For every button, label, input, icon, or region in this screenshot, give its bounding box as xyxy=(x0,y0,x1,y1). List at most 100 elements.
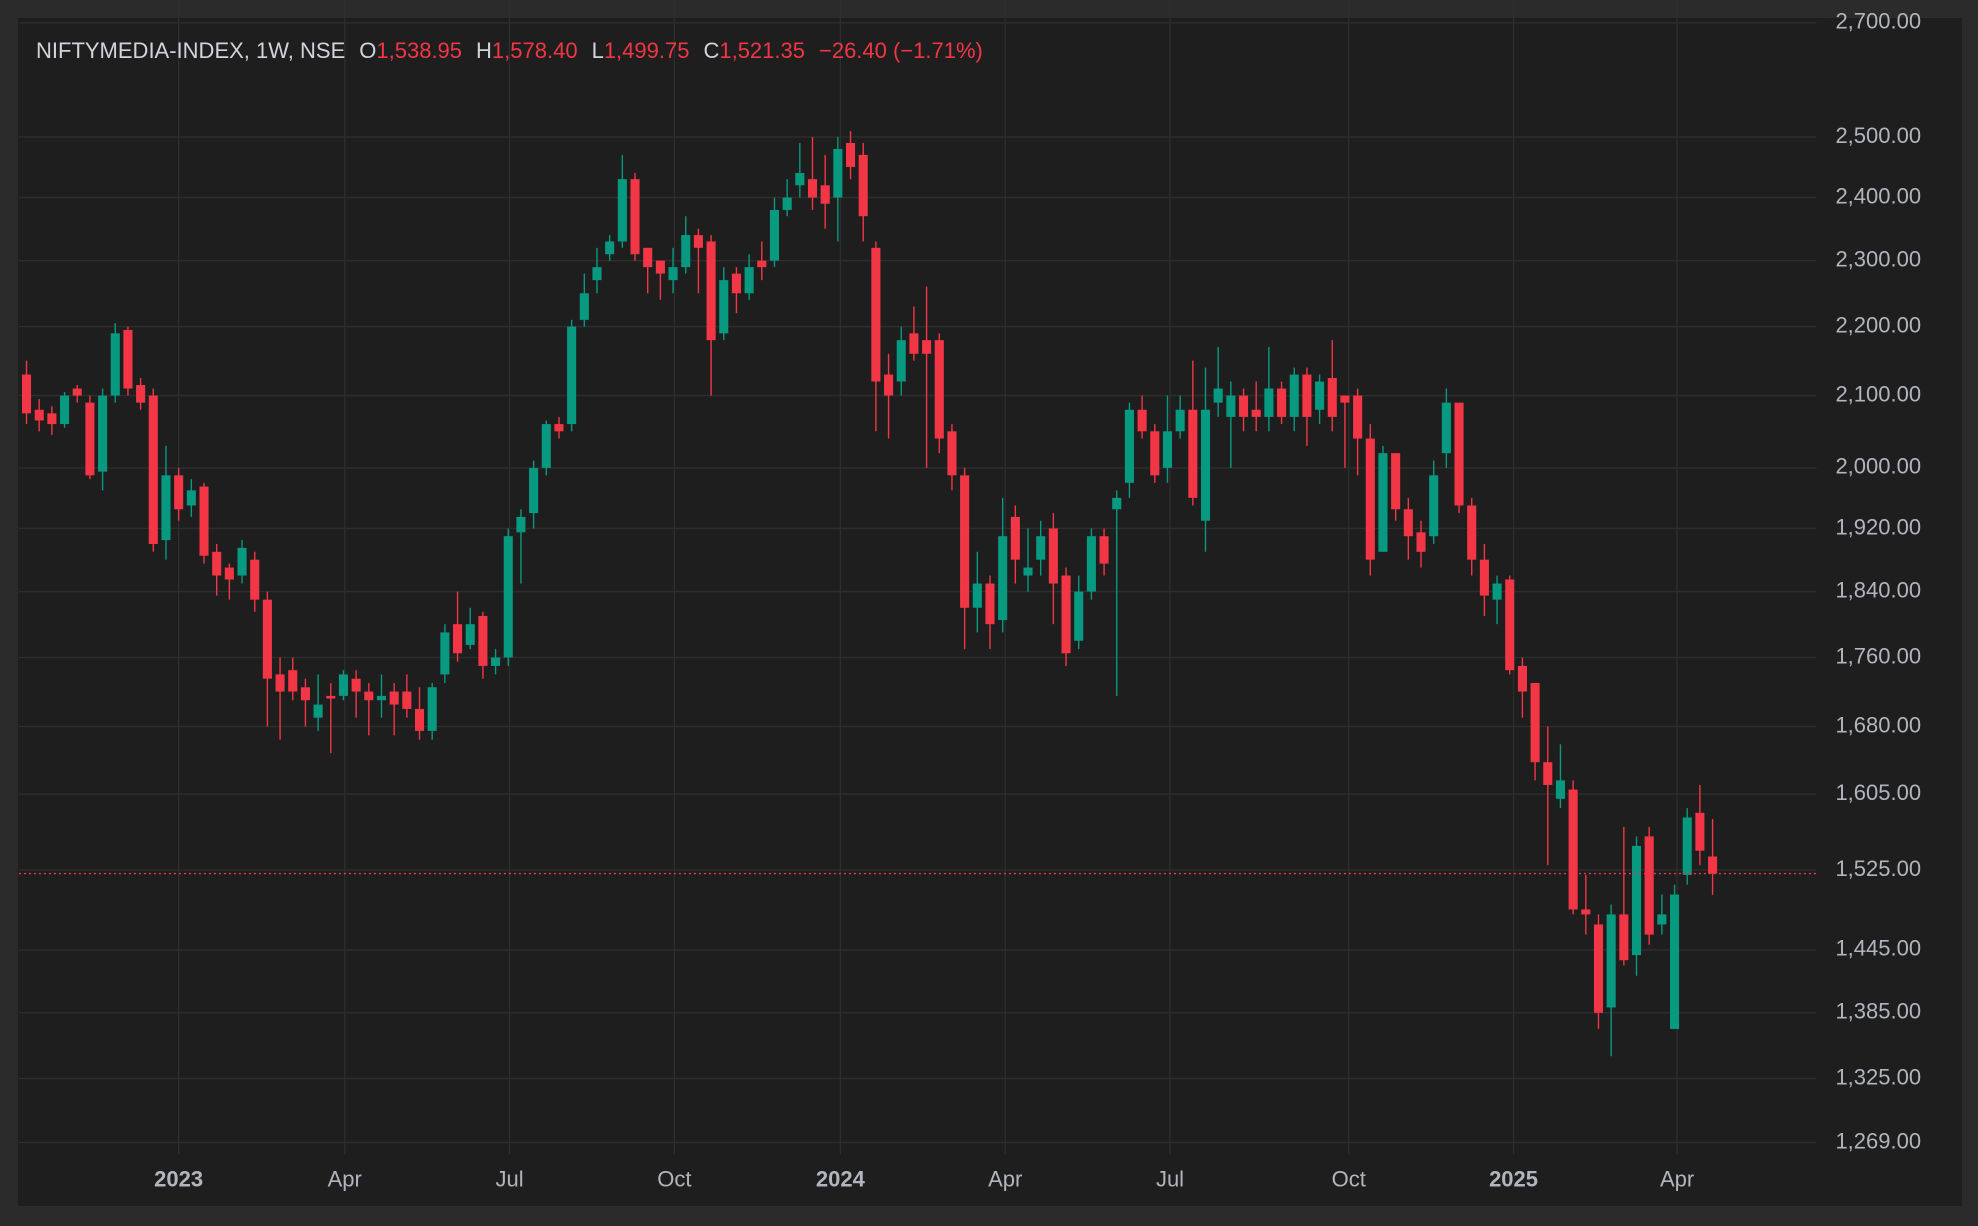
candle-body xyxy=(516,516,526,533)
y-tick-label: 2,000.00 xyxy=(1835,454,1921,479)
candle-body xyxy=(21,374,32,414)
candle-body xyxy=(757,260,767,268)
candle-body xyxy=(98,395,108,472)
x-tick-label: Oct xyxy=(1332,1167,1366,1192)
candle-body xyxy=(744,267,754,294)
candle-body xyxy=(1213,388,1223,403)
candle-body xyxy=(1682,817,1692,875)
candle-body xyxy=(681,235,691,268)
candle-body xyxy=(693,235,703,248)
candle-body xyxy=(1403,509,1413,537)
candle-body xyxy=(503,536,513,658)
y-tick-label: 1,385.00 xyxy=(1835,999,1921,1024)
ohlc-label: L xyxy=(591,38,604,63)
x-tick-label: Apr xyxy=(988,1167,1022,1192)
candle-body xyxy=(896,340,906,382)
candle-body xyxy=(567,326,577,425)
x-tick-label: Jul xyxy=(495,1167,523,1192)
y-tick-label: 1,840.00 xyxy=(1835,577,1921,602)
x-tick-label: Oct xyxy=(657,1167,691,1192)
y-tick-label: 1,920.00 xyxy=(1835,514,1921,539)
candle-body xyxy=(1619,914,1629,961)
candle-body xyxy=(1315,381,1325,410)
candle-body xyxy=(630,179,640,255)
candle-body xyxy=(1644,836,1654,935)
candle-body xyxy=(1302,374,1312,417)
candle-body xyxy=(706,241,716,341)
candle-body xyxy=(1543,762,1553,785)
candle-body xyxy=(579,293,589,320)
candle-body xyxy=(1606,914,1616,1008)
ohlc-value: 1,521.35 xyxy=(719,38,805,63)
y-tick-label: 2,300.00 xyxy=(1835,246,1921,271)
ohlc-value: 1,578.40 xyxy=(491,38,578,63)
candle-body xyxy=(1188,409,1198,498)
candle-body xyxy=(871,247,881,382)
candle-body xyxy=(1631,845,1642,956)
candle-body xyxy=(414,708,425,731)
candle-body xyxy=(136,385,146,403)
candle-body xyxy=(275,674,285,692)
candle-body xyxy=(250,559,260,600)
candle-body xyxy=(554,424,564,432)
x-tick-label: Jul xyxy=(1156,1167,1184,1192)
candle-body xyxy=(1162,431,1173,468)
candle-body xyxy=(972,583,982,608)
candle-body xyxy=(148,395,158,544)
candle-body xyxy=(1251,409,1261,417)
candle-body xyxy=(1340,395,1350,403)
candle-body xyxy=(1200,409,1211,521)
candle-body xyxy=(313,704,323,718)
candle-body xyxy=(47,413,57,425)
candle-body xyxy=(338,674,348,696)
candle-body xyxy=(998,536,1008,621)
y-tick-label: 2,200.00 xyxy=(1835,312,1921,337)
candle-body xyxy=(592,267,602,281)
candle-body xyxy=(643,247,653,268)
candle-body xyxy=(1150,431,1160,476)
candle-body xyxy=(934,340,944,439)
candle-body xyxy=(288,670,298,692)
candle-body xyxy=(1581,909,1591,915)
candle-body xyxy=(123,329,133,389)
ohlc-value: 1,499.75 xyxy=(603,38,690,63)
candle-body xyxy=(224,567,234,580)
y-tick-label: 2,100.00 xyxy=(1835,381,1921,406)
candle-body xyxy=(1010,516,1020,560)
candle-body xyxy=(1657,914,1667,925)
candle-body xyxy=(782,197,792,210)
candle-body xyxy=(326,695,336,699)
candle-body xyxy=(807,179,818,198)
candle-body xyxy=(617,179,627,242)
x-tick-label: Apr xyxy=(328,1167,362,1192)
candle-body xyxy=(1353,395,1363,439)
candle-body xyxy=(1238,395,1249,417)
y-tick-label: 1,525.00 xyxy=(1835,856,1921,881)
y-tick-label: 1,680.00 xyxy=(1835,712,1921,737)
candle-body xyxy=(960,475,970,608)
candle-body xyxy=(1378,453,1388,552)
candle-body xyxy=(655,260,665,274)
candle-body xyxy=(1226,395,1236,417)
candle-body xyxy=(1264,388,1274,417)
candle-body xyxy=(795,173,805,186)
candle-body xyxy=(491,657,501,666)
candle-body xyxy=(1048,528,1058,584)
ohlc-value: 1,538.95 xyxy=(376,38,463,63)
candle-body xyxy=(731,273,741,294)
candle-body xyxy=(478,615,488,666)
candle-body xyxy=(60,395,70,425)
candle-body xyxy=(1086,536,1096,592)
candle-body xyxy=(1568,789,1578,910)
candle-body xyxy=(541,424,551,468)
y-tick-label: 1,325.00 xyxy=(1835,1064,1921,1089)
candle-body xyxy=(34,409,44,421)
candle-body xyxy=(110,333,120,396)
y-tick-label: 2,500.00 xyxy=(1835,123,1921,148)
y-tick-label: 1,269.00 xyxy=(1835,1128,1921,1153)
candle-body xyxy=(719,280,729,334)
y-tick-label: 2,700.00 xyxy=(1835,9,1921,34)
candle-body xyxy=(1036,536,1046,560)
candle-body xyxy=(376,695,387,701)
candle-body xyxy=(909,333,919,354)
